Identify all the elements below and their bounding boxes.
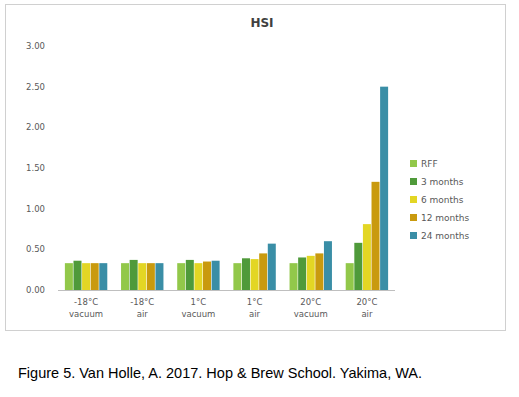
legend-label: 24 months bbox=[421, 231, 470, 241]
x-tick-label: 20°C air bbox=[356, 297, 377, 319]
legend-swatch bbox=[410, 160, 417, 167]
legend-label: 6 months bbox=[421, 195, 464, 205]
y-tick-label: 2.50 bbox=[26, 82, 45, 92]
bar bbox=[203, 262, 211, 290]
bar bbox=[65, 263, 73, 290]
x-tick-label-line: -18°C bbox=[74, 297, 98, 307]
bar bbox=[315, 253, 323, 290]
legend-swatch bbox=[410, 232, 417, 239]
bar bbox=[73, 261, 81, 290]
x-tick-label: 20°C vacuum bbox=[294, 297, 328, 319]
bars bbox=[65, 87, 388, 290]
x-tick-label-line: -18°C bbox=[130, 297, 154, 307]
bar bbox=[372, 182, 380, 290]
bar bbox=[194, 263, 202, 290]
bar bbox=[147, 263, 155, 290]
bar bbox=[212, 261, 220, 290]
y-tick-label: 2.00 bbox=[26, 122, 45, 132]
x-tick-label-line: 1°C bbox=[247, 297, 263, 307]
legend-swatch bbox=[410, 214, 417, 221]
bar bbox=[307, 256, 315, 290]
legend-swatch bbox=[410, 196, 417, 203]
x-tick-label-line: 20°C bbox=[356, 297, 377, 307]
bar bbox=[82, 263, 90, 290]
bar bbox=[268, 244, 276, 290]
chart-frame bbox=[6, 5, 506, 331]
bar bbox=[380, 87, 388, 290]
x-tick-label-line: vacuum bbox=[69, 309, 103, 319]
bar bbox=[138, 263, 146, 290]
chart-svg: HSI 0.00 0.50 1.00 1.50 2.00 2.50 3.00 -18°C vacu… bbox=[0, 0, 519, 397]
bar bbox=[186, 260, 194, 290]
bar bbox=[298, 257, 306, 290]
legend-label: RFF bbox=[421, 159, 438, 169]
y-tick-label: 1.00 bbox=[26, 204, 45, 214]
bar bbox=[99, 263, 107, 290]
y-tick-label: 3.00 bbox=[26, 41, 45, 51]
x-tick-label: 1°C vacuum bbox=[181, 297, 215, 319]
bar bbox=[363, 224, 371, 290]
bar bbox=[324, 241, 332, 290]
x-tick-label-line: air bbox=[137, 309, 149, 319]
y-tick-label: 0.00 bbox=[26, 285, 45, 295]
x-tick-label-line: air bbox=[249, 309, 261, 319]
x-tick-label-line: 20°C bbox=[300, 297, 321, 307]
y-tick-label: 0.50 bbox=[26, 244, 45, 254]
bar bbox=[155, 263, 163, 290]
bar bbox=[346, 263, 354, 290]
bar bbox=[177, 263, 185, 290]
x-tick-label-line: vacuum bbox=[294, 309, 328, 319]
y-tick-label: 1.50 bbox=[26, 163, 45, 173]
x-tick-label-line: 1°C bbox=[191, 297, 207, 307]
x-tick-label-line: air bbox=[361, 309, 373, 319]
legend-label: 12 months bbox=[421, 213, 470, 223]
bar bbox=[290, 263, 298, 290]
caption: Figure 5. Van Holle, A. 2017. Hop & Brew… bbox=[18, 365, 422, 381]
bar bbox=[251, 259, 259, 290]
x-tick-label: -18°C air bbox=[130, 297, 154, 319]
title: HSI bbox=[250, 16, 273, 30]
bar bbox=[130, 260, 138, 290]
bar bbox=[233, 263, 241, 290]
bar bbox=[354, 243, 362, 290]
bar bbox=[242, 258, 250, 290]
bar bbox=[91, 263, 99, 290]
legend-label: 3 months bbox=[421, 177, 464, 187]
x-tick-label-line: vacuum bbox=[181, 309, 215, 319]
legend-swatch bbox=[410, 178, 417, 185]
root: HSI 0.00 0.50 1.00 1.50 2.00 2.50 3.00 -18°C vacu… bbox=[0, 0, 519, 397]
bar bbox=[121, 263, 129, 290]
bar bbox=[259, 253, 267, 290]
x-tick-label: 1°C air bbox=[247, 297, 263, 319]
x-axis bbox=[58, 290, 395, 291]
x-tick-label: -18°C vacuum bbox=[69, 297, 103, 319]
